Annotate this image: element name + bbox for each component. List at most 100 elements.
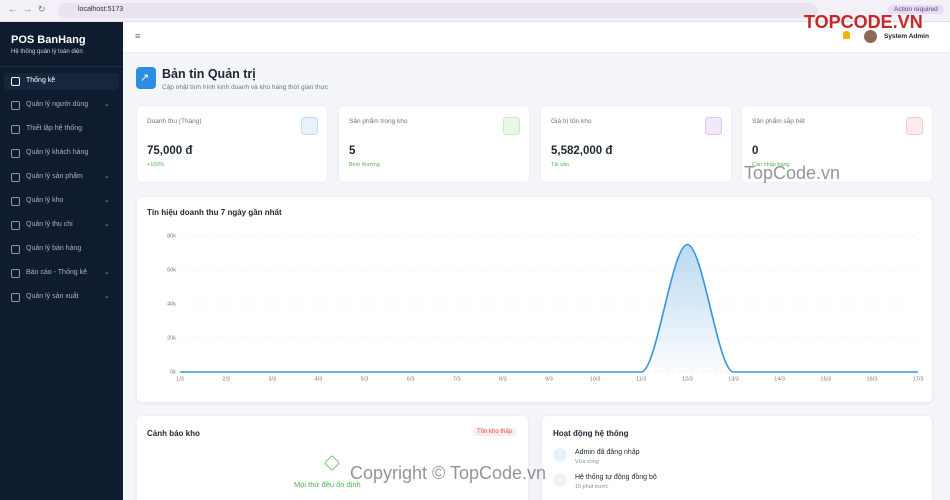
menu-chevron: ⌄ — [104, 101, 110, 108]
stat-icon — [301, 117, 318, 135]
stat-value: 75,000 đ — [147, 145, 193, 157]
menu-chevron: ⌄ — [104, 173, 110, 180]
menu-toggle[interactable]: ≡ — [135, 31, 141, 41]
x-tick-label: 14/3 — [774, 376, 785, 382]
activity-text: Admin đã đăng nhập — [575, 449, 640, 456]
title-icon-glyph: ↗ — [140, 72, 150, 84]
x-tick-label: 3/3 — [268, 376, 276, 382]
stat-card — [338, 105, 530, 183]
menu-icon — [11, 173, 20, 182]
x-tick-label: 13/3 — [728, 376, 739, 382]
menu-icon — [11, 101, 20, 110]
stat-note: +100% — [147, 162, 165, 168]
x-tick-label: 7/3 — [453, 376, 461, 382]
stat-label: Sản phẩm sắp hết — [752, 118, 805, 125]
stock-alert-message: Mọi thứ đều ổn định — [294, 480, 361, 489]
menu-icon — [11, 149, 20, 158]
stat-value: 0 — [752, 145, 759, 157]
x-tick-label: 15/3 — [820, 376, 831, 382]
stat-label: Sản phẩm trong kho — [349, 118, 408, 125]
x-tick-label: 1/3 — [176, 376, 184, 382]
brand: POS BanHang — [11, 34, 86, 46]
activity-text: Hệ thống tự động đồng bộ — [575, 474, 657, 481]
nav-buttons[interactable]: ←→↻ — [8, 4, 52, 14]
stat-icon — [906, 117, 923, 135]
menu-label[interactable]: Thống kê — [26, 77, 56, 84]
menu-icon — [11, 245, 20, 254]
menu-label[interactable]: Quản lý bán hàng — [26, 245, 82, 252]
tagline: Hệ thống quản lý toàn diện — [11, 49, 83, 55]
page-title: Bản tin Quản trị — [162, 67, 256, 81]
x-tick-label: 17/3 — [913, 376, 924, 382]
stat-note: Cần nhập hàng — [752, 162, 790, 168]
line — [180, 243, 918, 373]
y-tick-label: 20k — [167, 335, 176, 341]
x-tick-label: 5/3 — [361, 376, 369, 382]
menu-icon — [11, 221, 20, 230]
menu-label[interactable]: Báo cáo - Thống kê — [26, 269, 87, 276]
menu-chevron: ⌄ — [104, 269, 110, 276]
menu-label[interactable]: Quản lý thu chi — [26, 221, 73, 228]
avatar[interactable] — [864, 30, 877, 43]
stat-label: Doanh thu (Tháng) — [147, 118, 202, 125]
stat-value: 5,582,000 đ — [551, 145, 613, 157]
stat-label: Giá trị tồn kho — [551, 118, 592, 125]
activity-time: Vừa xong — [575, 459, 599, 465]
menu-icon — [11, 125, 20, 134]
menu-icon — [11, 269, 20, 278]
activity-card — [541, 415, 933, 500]
stock-alert-card — [136, 415, 529, 500]
page-subtitle: Cập nhật tình hình kinh doanh và kho hàn… — [162, 84, 329, 91]
top-header — [123, 22, 950, 53]
address-bar[interactable] — [58, 3, 818, 18]
stat-value: 5 — [349, 145, 356, 157]
menu-label[interactable]: Quản lý khách hàng — [26, 149, 89, 156]
x-tick-label: 6/3 — [407, 376, 415, 382]
y-tick-label: 80k — [167, 233, 176, 239]
area — [180, 244, 918, 372]
menu-icon — [11, 77, 20, 86]
menu-chevron: ⌄ — [104, 221, 110, 228]
stat-card — [741, 105, 933, 183]
user-name[interactable]: System Admin — [884, 33, 929, 40]
sidebar-divider — [0, 66, 123, 67]
x-tick-label: 2/3 — [222, 376, 230, 382]
chart-card — [136, 196, 933, 403]
stat-card — [540, 105, 732, 183]
watermark: TopCode.vn — [744, 163, 841, 183]
watermark: TOPCODE.VN — [804, 12, 923, 32]
stat-card — [136, 105, 328, 183]
menu-label[interactable]: Thiết lập hệ thống — [26, 125, 83, 132]
chart-title: Tín hiệu doanh thu 7 ngày gần nhất — [147, 208, 282, 217]
stat-note: Tài sản — [551, 162, 570, 168]
stat-note: Bình thường — [349, 162, 380, 168]
menu-label[interactable]: Quản lý kho — [26, 197, 64, 204]
menu-label[interactable]: Quản lý sản xuất — [26, 293, 79, 300]
menu-chevron: ⌄ — [104, 197, 110, 204]
y-tick-label: 60k — [167, 267, 176, 273]
menu-icon — [11, 197, 20, 206]
title-icon — [136, 67, 156, 89]
x-tick-label: 12/3 — [682, 376, 693, 382]
menu-label[interactable]: Quản lý người dùng — [26, 101, 89, 108]
menu-item[interactable] — [4, 73, 119, 90]
menu-label[interactable]: Quản lý sản phẩm — [26, 173, 83, 180]
bell[interactable] — [843, 31, 850, 39]
action-required[interactable]: Action required — [888, 5, 944, 14]
x-tick-label: 11/3 — [636, 376, 646, 382]
x-tick-label: 9/3 — [545, 376, 553, 382]
x-tick-label: 8/3 — [499, 376, 507, 382]
activity-title: Hoạt động hệ thống — [553, 429, 629, 438]
url: localhost:5173 — [78, 6, 124, 13]
menu-chevron: ⌄ — [104, 293, 110, 300]
stock-alert-title: Cảnh báo kho — [147, 429, 200, 438]
y-tick-label: 40k — [167, 301, 176, 307]
stat-icon — [503, 117, 520, 135]
menu-icon — [11, 293, 20, 302]
y-tick-label: 0k — [170, 369, 176, 375]
activity-icon — [553, 448, 567, 462]
x-tick-label: 16/3 — [867, 376, 878, 382]
stock-alert-badge: Tồn kho thấp — [473, 428, 517, 436]
